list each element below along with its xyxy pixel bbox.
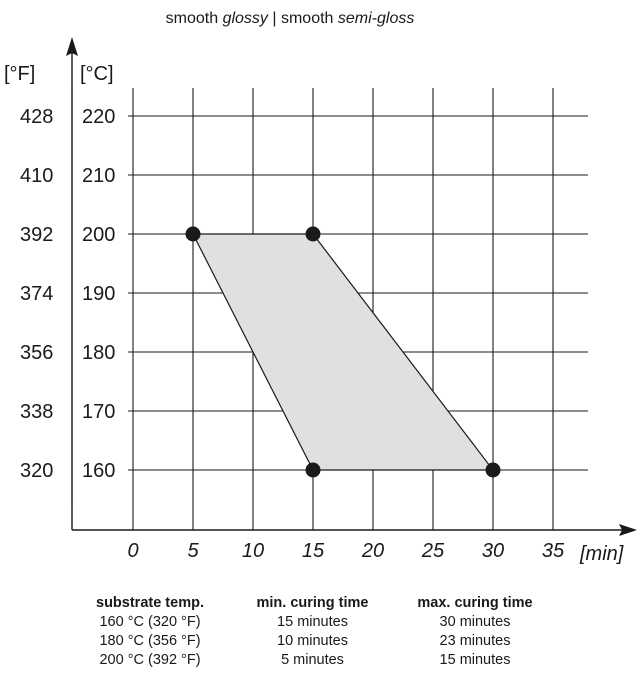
cell-max-curing-time: 15 minutes [439, 652, 511, 668]
x-tick-label: 20 [361, 540, 384, 562]
title-part: semi-gloss [338, 10, 414, 27]
cell-min-curing-time: 15 minutes [277, 614, 348, 630]
table-row: 200 °C (392 °F) 5 minutes 15 minutes [70, 651, 555, 670]
table-row: 180 °C (356 °F) 10 minutes 23 minutes [70, 632, 555, 651]
y-tick-label-fahrenheit: 356 [20, 342, 53, 364]
y-tick-label-fahrenheit: 392 [20, 224, 53, 246]
x-tick-label: 0 [127, 540, 138, 562]
table-row: 160 °C (320 °F) 15 minutes 30 minutes [70, 613, 555, 632]
title-part: smooth [166, 10, 223, 27]
header-substrate-temp: substrate temp. [96, 595, 204, 611]
cell-substrate-temp: 180 °C (356 °F) [99, 633, 201, 649]
x-axis-arrow [619, 524, 637, 536]
cell-max-curing-time: 30 minutes [439, 614, 511, 630]
data-point [305, 226, 321, 242]
cell-substrate-temp: 200 °C (392 °F) [99, 652, 201, 668]
y-unit-celsius: [°C] [80, 63, 114, 85]
chart-title: smooth glossy | smooth semi-gloss [166, 10, 415, 27]
y-unit-fahrenheit: [°F] [4, 63, 35, 85]
y-tick-label-celsius: 220 [82, 106, 115, 128]
title-part: glossy [223, 10, 269, 27]
x-tick-label: 35 [542, 540, 565, 562]
x-tick-label: 15 [302, 540, 325, 562]
y-tick-label-fahrenheit: 374 [20, 283, 53, 305]
data-point [305, 462, 321, 478]
tick-labels: 0 5 10 15 20 25 30 35 160 320 170 338 180 356 190 374 20… [20, 106, 565, 562]
cell-substrate-temp: 160 °C (320 °F) [99, 614, 201, 630]
y-tick-label-fahrenheit: 338 [20, 401, 53, 423]
x-tick-label: 10 [242, 540, 264, 562]
table-header-row: substrate temp. min. curing time max. cu… [70, 594, 555, 613]
y-tick-label-celsius: 160 [82, 460, 115, 482]
grid [71, 88, 588, 530]
x-tick-label: 30 [482, 540, 504, 562]
x-unit-minutes: [min] [579, 543, 624, 565]
curing-chart: smooth glossy | smooth semi-gloss 0 5 10 15… [4, 10, 637, 565]
y-tick-label-celsius: 190 [82, 283, 115, 305]
data-point [185, 226, 201, 242]
data-points [185, 226, 501, 478]
y-tick-label-fahrenheit: 428 [20, 106, 53, 128]
data-point [485, 462, 501, 478]
y-tick-label-celsius: 200 [82, 224, 115, 246]
y-axis-arrow [66, 37, 78, 56]
y-tick-label-celsius: 170 [82, 401, 115, 423]
header-min-curing-time: min. curing time [256, 595, 369, 611]
y-tick-label-fahrenheit: 410 [20, 165, 53, 187]
y-tick-label-fahrenheit: 320 [20, 460, 53, 482]
y-tick-label-celsius: 210 [82, 165, 115, 187]
y-tick-label-celsius: 180 [82, 342, 115, 364]
cell-min-curing-time: 5 minutes [281, 652, 344, 668]
curing-time-table: substrate temp. min. curing time max. cu… [70, 594, 555, 670]
axes [66, 37, 637, 536]
header-max-curing-time: max. curing time [417, 595, 533, 611]
cell-min-curing-time: 10 minutes [277, 633, 348, 649]
x-tick-label: 25 [421, 540, 445, 562]
title-part: | smooth [268, 10, 338, 27]
x-tick-label: 5 [187, 540, 199, 562]
cell-max-curing-time: 23 minutes [439, 633, 511, 649]
